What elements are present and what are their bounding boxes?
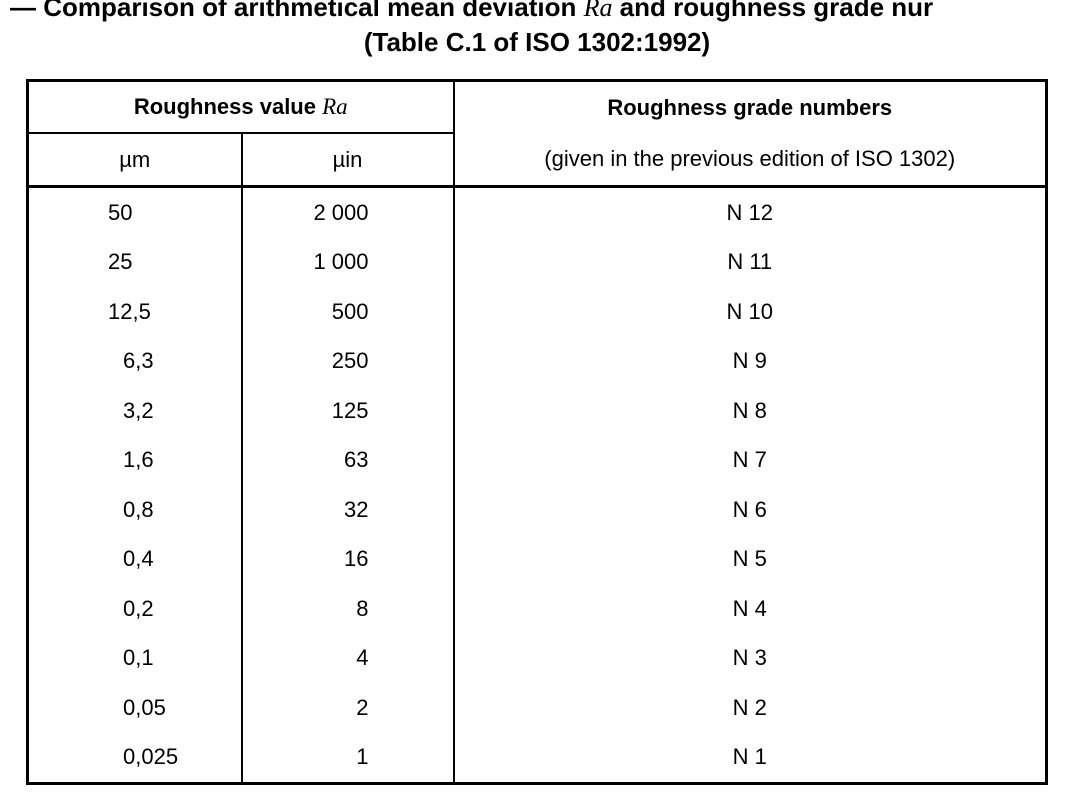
table-row: 3,2 125 N 8 [26,386,1048,436]
table-cell: 0,025 [26,732,243,784]
title-line: — Comparison of arithmetical mean deviat… [10,0,1074,23]
table-row: 0,025 1 N 1 [26,732,1048,784]
table-row: 50 2 000 N 12 [26,186,1048,238]
title-text: — Comparison of arithmetical mean deviat… [10,0,584,22]
table-cell: 0,2 [26,584,243,634]
table-cell: 3,2 [26,386,243,436]
table-row: 6,3 250 N 9 [26,336,1048,386]
header-cell: µin [240,132,455,188]
table-cell: 12,5 [26,287,243,337]
table-cell: N 11 [452,237,1048,287]
table-cell: 2 000 [240,186,455,238]
header-cell: µm [26,132,243,188]
table-cell: 250 [240,336,455,386]
table-cell: N 4 [452,584,1048,634]
table-cell: N 6 [452,485,1048,535]
table-row: 25 1 000 N 11 [26,237,1048,287]
table-cell: 1 [240,732,455,784]
table-cell: 32 [240,485,455,535]
table-cell: 25 [26,237,243,287]
table-cell: N 7 [452,435,1048,485]
header-text: Roughness value [133,94,323,119]
table-row: 0,1 4 N 3 [26,633,1048,683]
table-cell: 1 000 [240,237,455,287]
table-cell: 0,05 [26,683,243,733]
header-row: Roughness value Ra Roughness grade numbe… [26,79,1048,134]
title-symbol: Ra [583,0,613,22]
table-cell: 50 [26,186,243,238]
table-row: 0,05 2 N 2 [26,683,1048,733]
table-cell: N 12 [452,186,1048,238]
table-cell: 63 [240,435,455,485]
table-cell: 6,3 [26,336,243,386]
table-cell: 0,1 [26,633,243,683]
table-cell: 8 [240,584,455,634]
header-symbol: Ra [322,94,348,119]
table-row: 1,6 63 N 7 [26,435,1048,485]
table-cell: 2 [240,683,455,733]
table-cell: 4 [240,633,455,683]
table-cell: 1,6 [26,435,243,485]
table-cell: 0,4 [26,534,243,584]
table-cell: 0,8 [26,485,243,535]
title-text: and roughness grade nur [612,0,934,22]
table-row: 0,8 32 N 6 [26,485,1048,535]
table-row: 12,5 500 N 10 [26,287,1048,337]
table-cell: N 8 [452,386,1048,436]
table-cell: 500 [240,287,455,337]
table-cell: N 1 [452,732,1048,784]
table-cell: N 10 [452,287,1048,337]
header-cell: Roughness value Ra [26,79,455,134]
table-cell: N 3 [452,633,1048,683]
header-cell: Roughness grade numbers [452,79,1048,133]
table-cell: N 2 [452,683,1048,733]
table-body: 50 2 000 N 12 25 1 000 N 11 12,5 500 N 10 6,3 250 N… [26,186,1048,784]
title-line: (Table C.1 of ISO 1302:1992) [363,27,711,57]
table: Roughness value Ra Roughness grade numbe… [26,79,1048,785]
header-row: µm µin (given in the previous edition of… [26,132,1048,188]
header-cell: (given in the previous edition of ISO 13… [452,133,1048,188]
table-cell: 125 [240,386,455,436]
table-cell: N 9 [452,336,1048,386]
table-row: 0,2 8 N 4 [26,584,1048,634]
table-row: 0,4 16 N 5 [26,534,1048,584]
table-cell: 16 [240,534,455,584]
table-cell: N 5 [452,534,1048,584]
